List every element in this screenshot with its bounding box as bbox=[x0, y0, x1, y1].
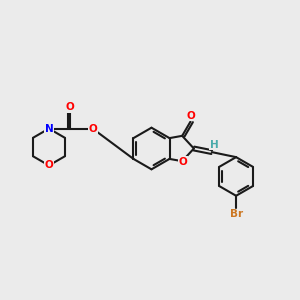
Text: O: O bbox=[66, 102, 75, 112]
Text: Br: Br bbox=[230, 209, 243, 220]
Text: N: N bbox=[45, 124, 53, 134]
Text: O: O bbox=[187, 111, 196, 121]
Text: O: O bbox=[45, 160, 53, 170]
Text: O: O bbox=[88, 124, 97, 134]
Text: H: H bbox=[210, 140, 218, 150]
Text: O: O bbox=[178, 157, 187, 167]
